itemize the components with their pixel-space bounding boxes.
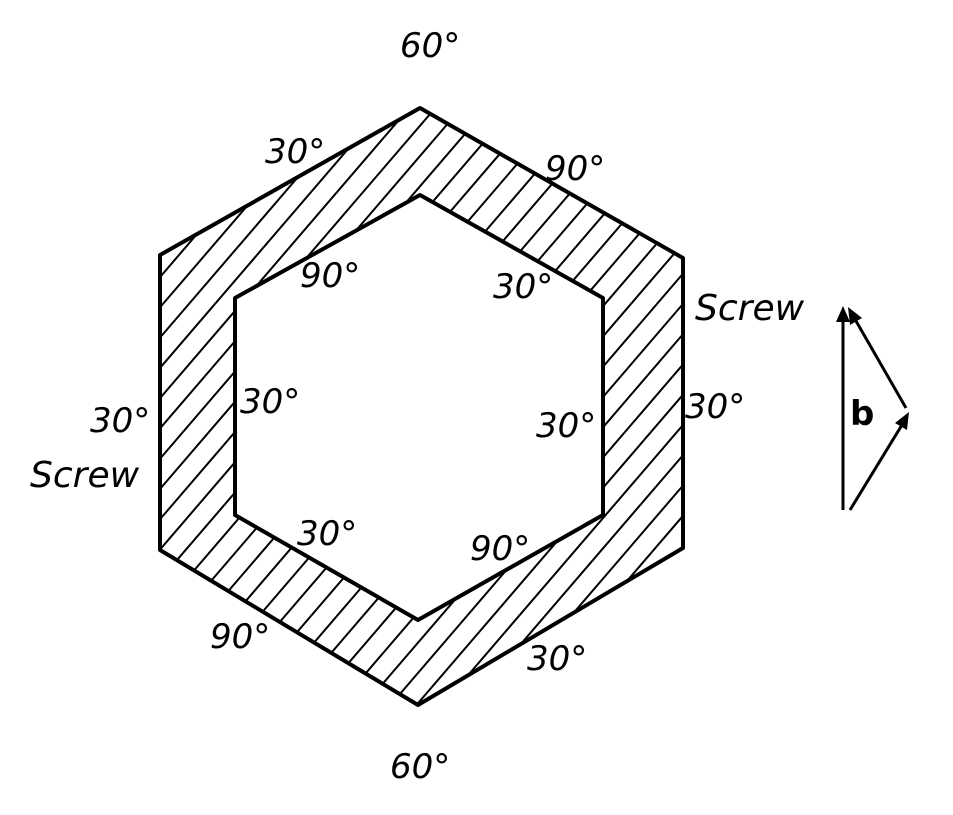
label-bottom-60: 60° — [390, 747, 450, 787]
hatch-line — [712, 0, 953, 815]
hatch-line — [0, 0, 34, 815]
label-top-60: 60° — [400, 26, 460, 66]
hatch-line — [0, 0, 60, 815]
hatch-line — [0, 0, 8, 815]
label-inner-right-30: 30° — [536, 406, 596, 446]
label-screw-left: Screw — [30, 455, 140, 496]
label-inner-upper-left-90: 90° — [300, 256, 360, 296]
label-outer-upper-right-90: 90° — [545, 149, 605, 189]
hatch-line — [295, 108, 683, 705]
label-outer-lower-right-30: 30° — [527, 639, 587, 679]
vector-shaft-upper-diagonal — [850, 313, 908, 409]
outer-hexagon — [158, 106, 685, 707]
hatch-line — [160, 108, 555, 705]
vector-arrowhead-vertical — [836, 306, 850, 322]
label-screw-right: Screw — [695, 288, 805, 329]
hatch-line — [160, 108, 581, 705]
hatch-line — [160, 108, 529, 705]
hatch-line — [0, 0, 86, 815]
band-fill — [160, 108, 683, 705]
label-outer-left-30: 30° — [90, 401, 150, 441]
burgers-vector-label: b — [850, 394, 874, 434]
label-inner-lower-left-30: 30° — [297, 514, 357, 554]
vector-shaft-lower-diagonal — [848, 419, 907, 511]
label-inner-lower-right-90: 90° — [470, 529, 530, 569]
label-inner-left-30: 30° — [240, 382, 300, 422]
inner-hexagon — [233, 193, 605, 622]
vector-arrowhead-lower — [895, 412, 909, 430]
hatch-line — [160, 108, 503, 705]
vector-arrowhead-upper — [848, 307, 862, 325]
burgers-vector-group: b — [836, 306, 909, 511]
hatch-line — [269, 108, 683, 705]
hatch-line — [738, 0, 953, 815]
label-outer-upper-left-30: 30° — [265, 132, 325, 172]
label-outer-right-30: 30° — [685, 387, 745, 427]
label-inner-upper-right-30: 30° — [493, 267, 553, 307]
label-outer-lower-left-90: 90° — [210, 617, 270, 657]
hatch-line — [321, 108, 683, 705]
